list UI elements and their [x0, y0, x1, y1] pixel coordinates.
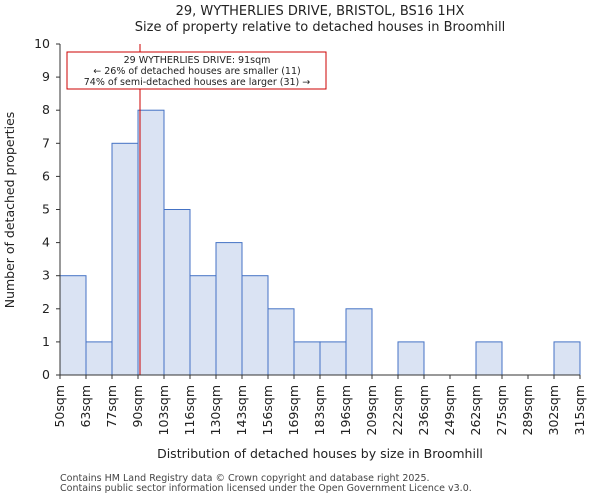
annotation-box: 29 WYTHERLIES DRIVE: 91sqm ← 26% of deta… — [66, 51, 327, 90]
x-tick-labels: 50sqm 63sqm 77sqm 90sqm 103sqm 116sqm 130sqm 14… — [52, 375, 587, 435]
bar-50sqm — [59, 275, 87, 376]
y-tick-label: 10 — [34, 36, 50, 51]
x-tick-label: 130sqm — [208, 385, 223, 435]
x-tick-label: 90sqm — [130, 385, 145, 428]
annotation-line-3: 74% of semi-detached houses are larger (… — [84, 77, 311, 88]
chart-subtitle: Size of property relative to detached ho… — [135, 20, 505, 35]
bars-group — [59, 109, 581, 376]
annotation-line-1: 29 WYTHERLIES DRIVE: 91sqm — [124, 55, 271, 66]
x-tick-label: 222sqm — [390, 385, 405, 435]
x-tick-label: 302sqm — [546, 385, 561, 435]
y-axis-label: Number of detached properties — [2, 112, 17, 309]
footer-line-1: Contains HM Land Registry data © Crown c… — [60, 473, 430, 484]
x-tick-label: 289sqm — [520, 385, 535, 435]
y-tick-label: 0 — [42, 367, 50, 382]
x-tick-label: 183sqm — [312, 385, 327, 435]
bar-130sqm — [215, 242, 243, 376]
y-tick-labels: 0 1 2 3 4 5 6 7 8 9 10 — [34, 36, 60, 382]
bar-156sqm — [267, 308, 295, 376]
x-tick-label: 77sqm — [104, 385, 119, 428]
bar-90sqm — [137, 109, 165, 376]
x-tick-label: 116sqm — [182, 385, 197, 435]
x-tick-label: 315sqm — [572, 385, 587, 435]
x-tick-label: 103sqm — [156, 385, 171, 435]
bar-183sqm — [319, 341, 347, 376]
y-tick-label: 8 — [42, 102, 50, 117]
bar-77sqm — [111, 142, 139, 376]
x-tick-label: 275sqm — [494, 385, 509, 435]
y-tick-label: 4 — [42, 235, 50, 250]
y-tick-label: 2 — [42, 301, 50, 316]
x-tick-label: 169sqm — [286, 385, 301, 435]
bar-143sqm — [241, 275, 269, 376]
y-tick-label: 7 — [42, 135, 50, 150]
x-tick-label: 209sqm — [364, 385, 379, 435]
annotation-border — [66, 51, 327, 90]
x-tick-label: 143sqm — [234, 385, 249, 435]
chart-title: 29, WYTHERLIES DRIVE, BRISTOL, BS16 1HX — [176, 4, 465, 19]
bar-262sqm — [475, 341, 503, 376]
bar-196sqm — [345, 308, 373, 376]
y-tick-label: 5 — [42, 202, 50, 217]
x-tick-label: 196sqm — [338, 385, 353, 435]
footer-line-2: Contains public sector information licen… — [60, 483, 472, 494]
x-axis-label: Distribution of detached houses by size … — [157, 446, 483, 461]
x-tick-label: 249sqm — [442, 385, 457, 435]
bar-63sqm — [85, 341, 113, 376]
bar-103sqm — [163, 209, 191, 376]
bar-169sqm — [293, 341, 321, 376]
bar-116sqm — [189, 275, 217, 376]
y-tick-label: 3 — [42, 268, 50, 283]
x-tick-label: 50sqm — [52, 385, 67, 428]
y-tick-label: 1 — [42, 334, 50, 349]
y-tick-label: 6 — [42, 168, 50, 183]
bar-222sqm — [397, 341, 425, 376]
x-tick-label: 156sqm — [260, 385, 275, 435]
bar-302sqm — [553, 341, 581, 376]
x-tick-label: 262sqm — [468, 385, 483, 435]
x-tick-label: 236sqm — [416, 385, 431, 435]
y-tick-label: 9 — [42, 69, 50, 84]
x-tick-label: 63sqm — [78, 385, 93, 428]
annotation-line-2: ← 26% of detached houses are smaller (11… — [93, 66, 300, 77]
